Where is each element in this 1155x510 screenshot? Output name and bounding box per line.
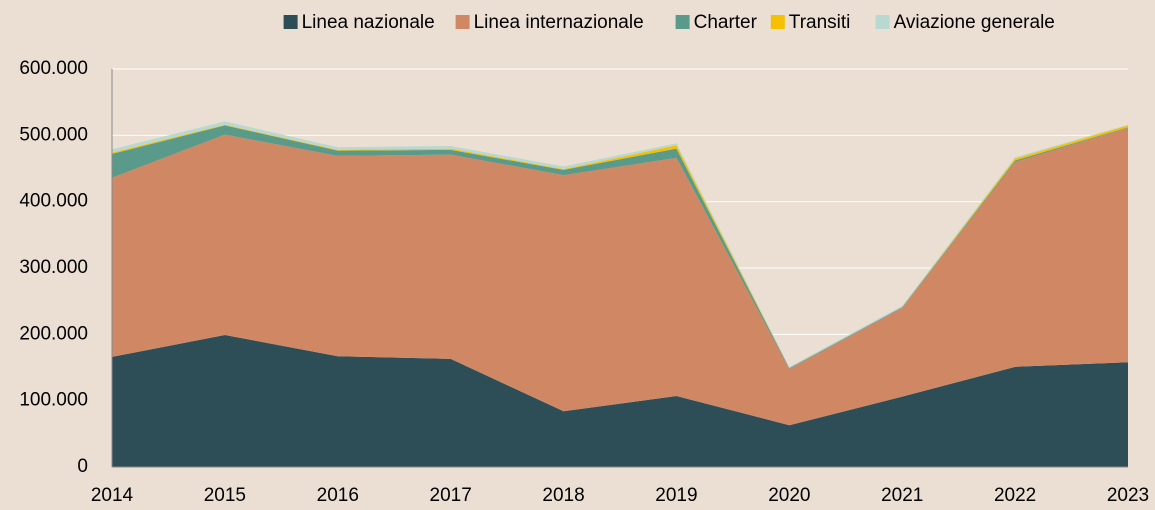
x-tick-label: 2019 — [655, 485, 697, 506]
x-tick-label: 2021 — [881, 485, 923, 506]
area — [112, 128, 1128, 426]
x-tick-label: 2014 — [91, 485, 134, 506]
x-tick-label: 2016 — [317, 485, 359, 506]
x-tick-label: 2023 — [1107, 485, 1149, 506]
y-tick-label: 400.000 — [19, 191, 88, 212]
x-tick-label: 2015 — [204, 485, 246, 506]
y-tick-label: 200.000 — [19, 323, 88, 344]
x-tick-label: 2017 — [430, 485, 472, 506]
legend-label: Charter — [694, 12, 758, 33]
x-tick-label: 2018 — [542, 485, 584, 506]
area — [112, 334, 1128, 467]
y-tick-label: 100.000 — [19, 390, 88, 411]
legend-swatch — [875, 15, 890, 29]
legend-label: Aviazione generale — [894, 12, 1055, 33]
y-tick-label: 600.000 — [19, 58, 88, 79]
legend-swatch — [283, 15, 298, 29]
y-tick-label: 0 — [77, 456, 88, 477]
legend-label: Transiti — [789, 12, 851, 33]
y-tick-label: 300.000 — [19, 257, 88, 278]
legend-swatch — [455, 15, 470, 29]
legend-swatch — [770, 15, 785, 29]
x-tick-label: 2020 — [768, 485, 810, 506]
y-tick-label: 500.000 — [19, 124, 88, 145]
legend-label: Linea nazionale — [302, 12, 435, 33]
legend-swatch — [675, 15, 690, 29]
legend-label: Linea internazionale — [474, 12, 644, 33]
x-tick-label: 2022 — [994, 485, 1036, 506]
